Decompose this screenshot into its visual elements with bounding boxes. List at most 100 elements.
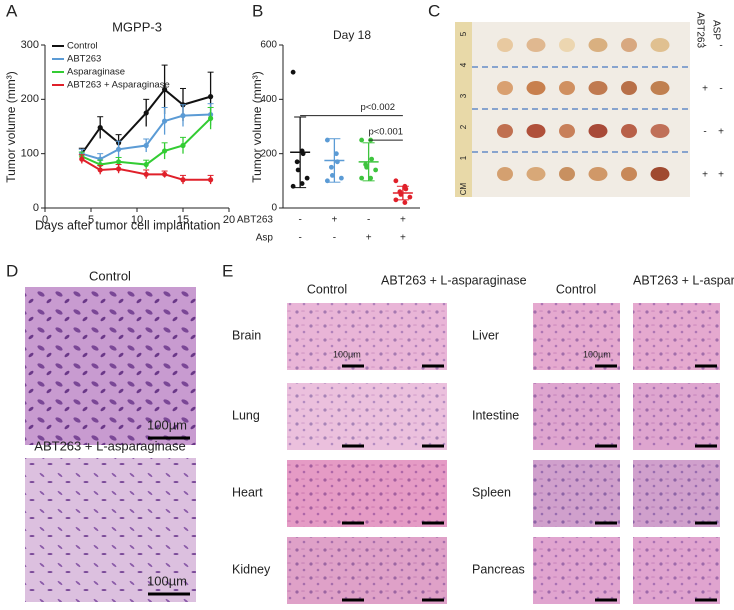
- point: [329, 173, 335, 178]
- tumor: [621, 167, 637, 181]
- x-tick-label: 15: [177, 214, 189, 226]
- point: [373, 167, 379, 173]
- y-tick-label: 300: [21, 39, 39, 51]
- column-header: ABT263 + L-asparaginase: [633, 273, 734, 287]
- row-sign: -: [703, 41, 706, 52]
- y-axis-label: Tumor volume (mm³): [250, 71, 264, 183]
- point: [299, 181, 305, 186]
- point: [402, 200, 408, 205]
- scale-label: 100µm: [583, 349, 611, 359]
- legend-label: Asparaginase: [67, 67, 125, 78]
- texture: [633, 537, 720, 604]
- panel-label: A: [6, 1, 18, 20]
- y-tick-label: 200: [260, 148, 277, 159]
- point: [338, 175, 344, 181]
- ruler-label: CM: [459, 182, 468, 195]
- tumor: [650, 124, 670, 138]
- point: [97, 124, 103, 131]
- point: [143, 171, 149, 177]
- y-tick-label: 0: [271, 203, 277, 214]
- point: [364, 164, 370, 170]
- point: [162, 86, 168, 93]
- scale-label: 100µm: [333, 349, 361, 359]
- tumor: [559, 124, 575, 138]
- point: [393, 197, 399, 203]
- point: [295, 167, 301, 173]
- row-sign: +: [718, 127, 724, 138]
- scale-label: 100µm: [147, 417, 187, 432]
- texture: [533, 537, 620, 604]
- table-cell: +: [366, 233, 372, 244]
- point: [208, 177, 214, 183]
- y-tick-label: 400: [260, 94, 277, 105]
- scale-label: 100µm: [147, 573, 187, 588]
- texture: [287, 460, 367, 527]
- point: [403, 186, 409, 192]
- table-cell: -: [367, 215, 370, 226]
- texture: [367, 303, 447, 370]
- point: [393, 178, 399, 184]
- texture: [367, 460, 447, 527]
- point: [116, 159, 122, 165]
- x-tick-label: 0: [42, 214, 48, 226]
- point: [116, 146, 122, 152]
- panel-label: D: [6, 261, 18, 280]
- point: [180, 177, 186, 183]
- legend-label: Control: [67, 41, 98, 52]
- x-tick-label: 5: [88, 214, 94, 226]
- x-axis-label: Days after tumor cell implantation: [35, 218, 221, 232]
- tumor: [588, 124, 608, 138]
- y-tick-label: 0: [33, 202, 39, 214]
- tumor: [588, 38, 608, 52]
- point: [368, 175, 374, 181]
- texture: [287, 537, 367, 604]
- tumor: [497, 124, 513, 138]
- point: [143, 161, 149, 168]
- point: [304, 175, 310, 181]
- row-label: Kidney: [232, 562, 271, 576]
- y-tick-label: 100: [21, 148, 39, 160]
- caption: Control: [89, 268, 131, 283]
- point: [79, 156, 85, 162]
- panel-label: B: [252, 1, 263, 20]
- table-cell: -: [298, 215, 301, 226]
- point: [162, 118, 168, 124]
- tumor: [526, 124, 546, 138]
- table-cell: +: [400, 215, 406, 226]
- row-sign: +: [718, 170, 724, 181]
- row-label: Liver: [472, 328, 499, 342]
- point: [208, 115, 214, 121]
- texture: [367, 383, 447, 450]
- row-label: Spleen: [472, 485, 511, 499]
- histology-image: [25, 287, 196, 445]
- row-sign: -: [719, 41, 722, 52]
- tumor: [497, 81, 513, 95]
- table-row-label: ABT263: [237, 215, 274, 226]
- tumor: [588, 167, 608, 181]
- point: [328, 164, 334, 170]
- ruler-label: 1: [459, 155, 468, 160]
- tumor: [559, 81, 575, 95]
- texture: [367, 537, 447, 604]
- table-cell: -: [298, 233, 301, 244]
- table-cell: +: [400, 233, 406, 244]
- chart-title: Day 18: [333, 28, 371, 42]
- texture: [287, 303, 367, 370]
- texture: [633, 303, 720, 370]
- point: [180, 142, 186, 149]
- row-sign: +: [702, 170, 708, 181]
- ruler-label: 5: [459, 31, 468, 36]
- point: [359, 175, 365, 181]
- ruler-label: 3: [459, 93, 468, 98]
- row-sign: -: [703, 127, 706, 138]
- point: [143, 110, 149, 116]
- row-label: Pancreas: [472, 562, 525, 576]
- ruler-label: 4: [459, 62, 468, 67]
- tumor: [497, 167, 513, 181]
- panel-label: C: [428, 1, 440, 20]
- row-sign: -: [719, 84, 722, 95]
- texture: [633, 383, 720, 450]
- tumor: [650, 81, 670, 95]
- ruler: [455, 22, 472, 197]
